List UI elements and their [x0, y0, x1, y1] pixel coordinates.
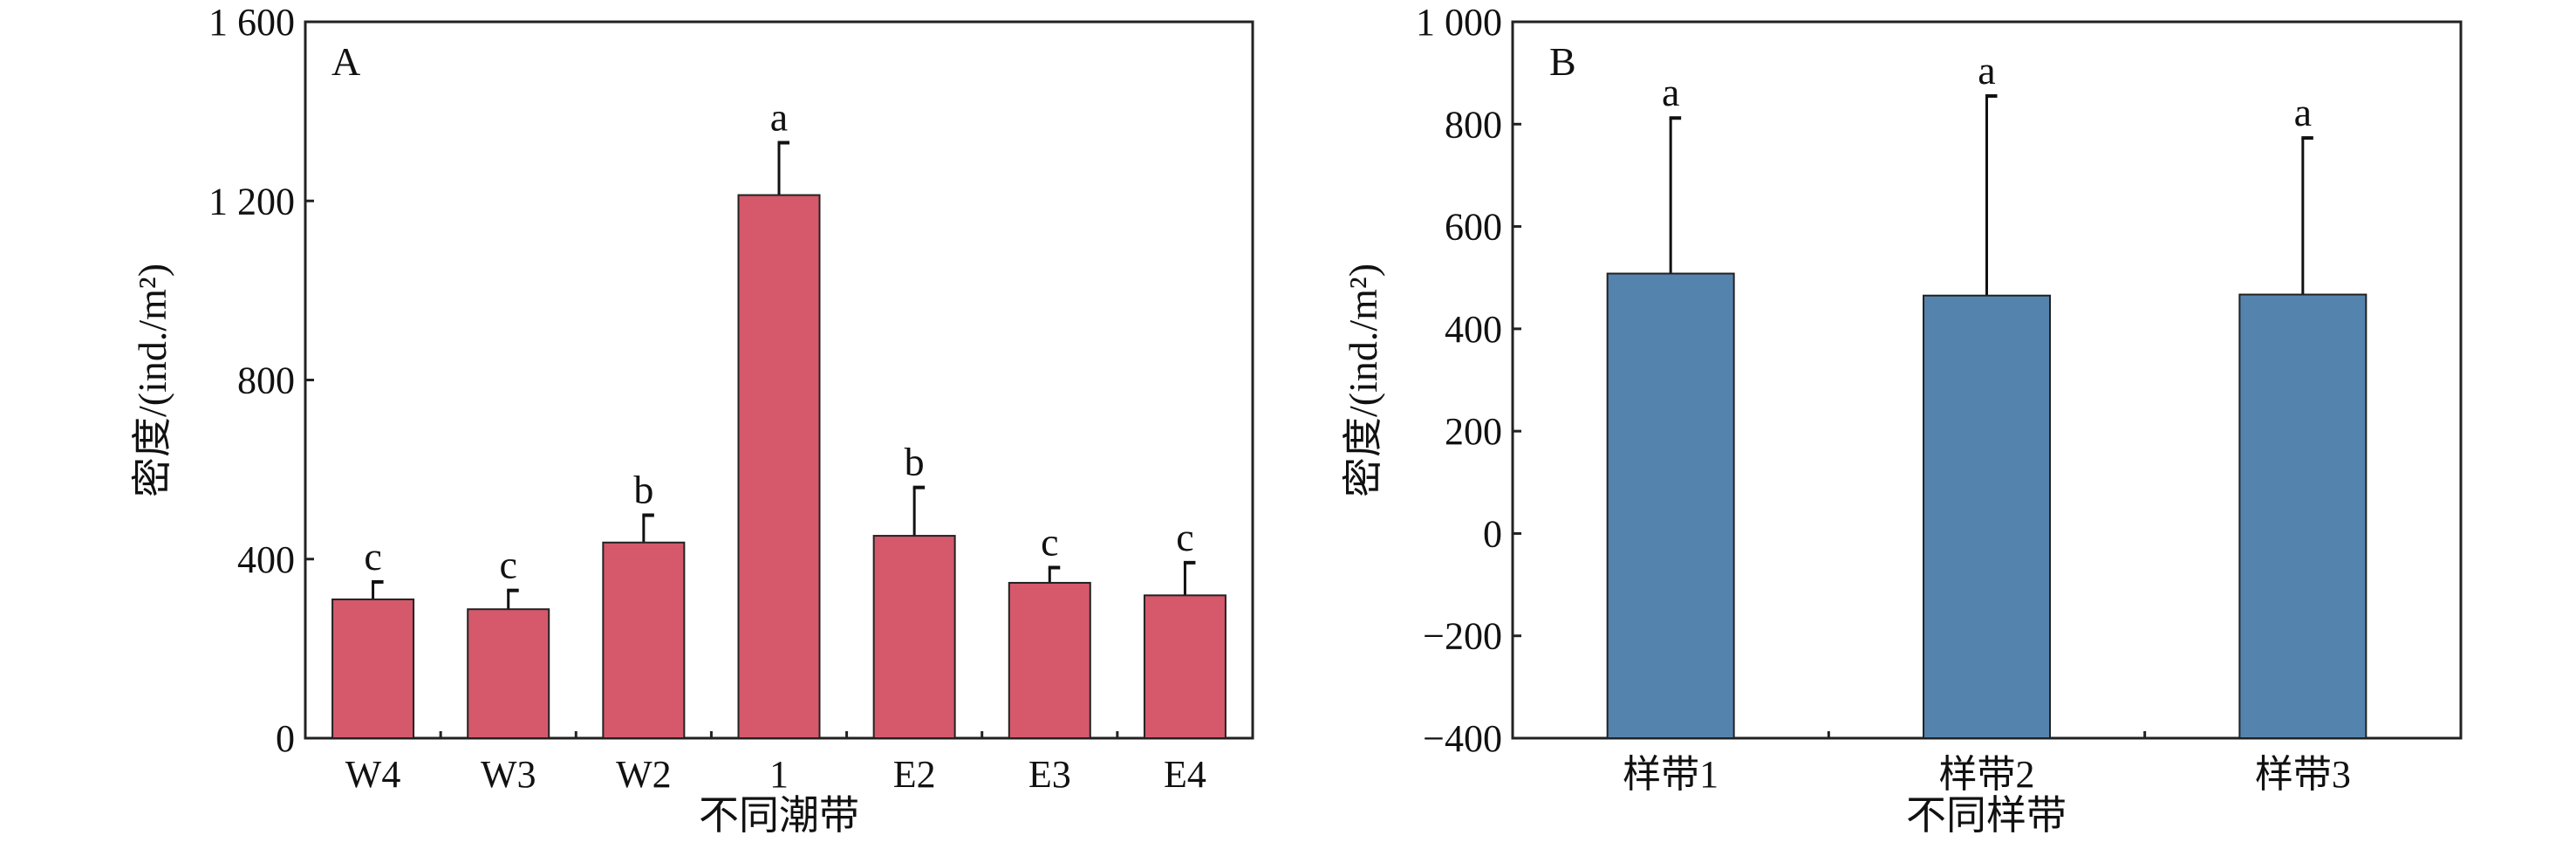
panel-a-bar-W3 [467, 608, 550, 739]
panel-b-y-tick-label: 800 [1445, 103, 1502, 146]
panel-b-y-tick-label: −400 [1423, 717, 1502, 760]
panel-a-significance-label: b [905, 440, 925, 484]
panel-b-y-axis-title: 密度/(ind./m²) [1341, 264, 1385, 497]
panel-b-bar-样带3 [2238, 293, 2368, 739]
panel-b-y-tick-label: 600 [1445, 206, 1502, 249]
panel-a-significance-label: c [364, 534, 381, 578]
panel-b-significance-label: a [1662, 70, 1679, 114]
panel-a-y-tick-label: 1 200 [208, 180, 295, 222]
panel-a-bar-E3 [1008, 581, 1091, 739]
panel-b-y-tick-label: 400 [1445, 308, 1502, 351]
panel-a-label: A [331, 39, 360, 84]
panel-a-significance-label: c [1176, 515, 1193, 559]
panel-b-bar-样带1 [1606, 272, 1735, 740]
panel-b-y-tick-label: −200 [1423, 615, 1502, 658]
panel-a-y-tick-label: 800 [237, 359, 295, 402]
panel-a-y-tick-label: 400 [237, 538, 295, 581]
panel-b-y-tick-label: 1 000 [1416, 1, 1502, 44]
panel-a-x-axis-title: 不同潮带 [699, 793, 859, 838]
panel-a-bar-1 [737, 194, 821, 740]
panel-b-y-tick-label: 0 [1483, 512, 1502, 555]
panel-a-x-tick-label: E3 [1028, 753, 1071, 796]
panel-a-x-tick-label: W3 [481, 753, 536, 796]
panel-b-bar-样带2 [1923, 294, 2051, 739]
panel-b-y-tick-label: 200 [1445, 410, 1502, 453]
panel-a-bar-W2 [602, 541, 686, 740]
panel-a-significance-label: c [500, 543, 517, 587]
panel-b-significance-label: a [1978, 48, 1995, 92]
panel-a-y-tick-label: 1 600 [208, 1, 295, 44]
panel-a-x-tick-label: E2 [893, 753, 936, 796]
panel-a-bar-W4 [331, 598, 415, 740]
panel-a-y-tick-label: 0 [276, 717, 295, 760]
panel-a-x-tick-label: W2 [616, 753, 672, 796]
panel-a-significance-label: b [633, 467, 653, 511]
panel-b-significance-label: a [2294, 90, 2312, 134]
panel-a-bar-E2 [872, 535, 956, 739]
panel-a-x-tick-label: E4 [1164, 753, 1206, 796]
panel-b-x-tick-label: 样带2 [1939, 753, 2035, 796]
panel-a-significance-label: c [1041, 519, 1058, 564]
panel-b-x-tick-label: 样带3 [2255, 753, 2351, 796]
panel-b-label: B [1549, 39, 1576, 84]
panel-a-significance-label: a [770, 95, 788, 140]
panel-a-x-tick-label: W4 [345, 753, 401, 796]
panel-a-chart: A 不同潮带 密度/(ind./m²) 0 400 800 1 200 1 600 c W4… [130, 1, 1254, 838]
panel-b-chart: B 不同样带 密度/(ind./m²) −400 −200 0 200 400 600 80… [1341, 1, 2463, 838]
panel-a-bar-E4 [1143, 594, 1227, 739]
panel-b-x-tick-label: 样带1 [1623, 753, 1718, 796]
panel-a-y-axis-title: 密度/(ind./m²) [130, 264, 174, 497]
panel-a-x-tick-label: 1 [769, 753, 789, 796]
panel-b-x-axis-title: 不同样带 [1906, 793, 2067, 838]
